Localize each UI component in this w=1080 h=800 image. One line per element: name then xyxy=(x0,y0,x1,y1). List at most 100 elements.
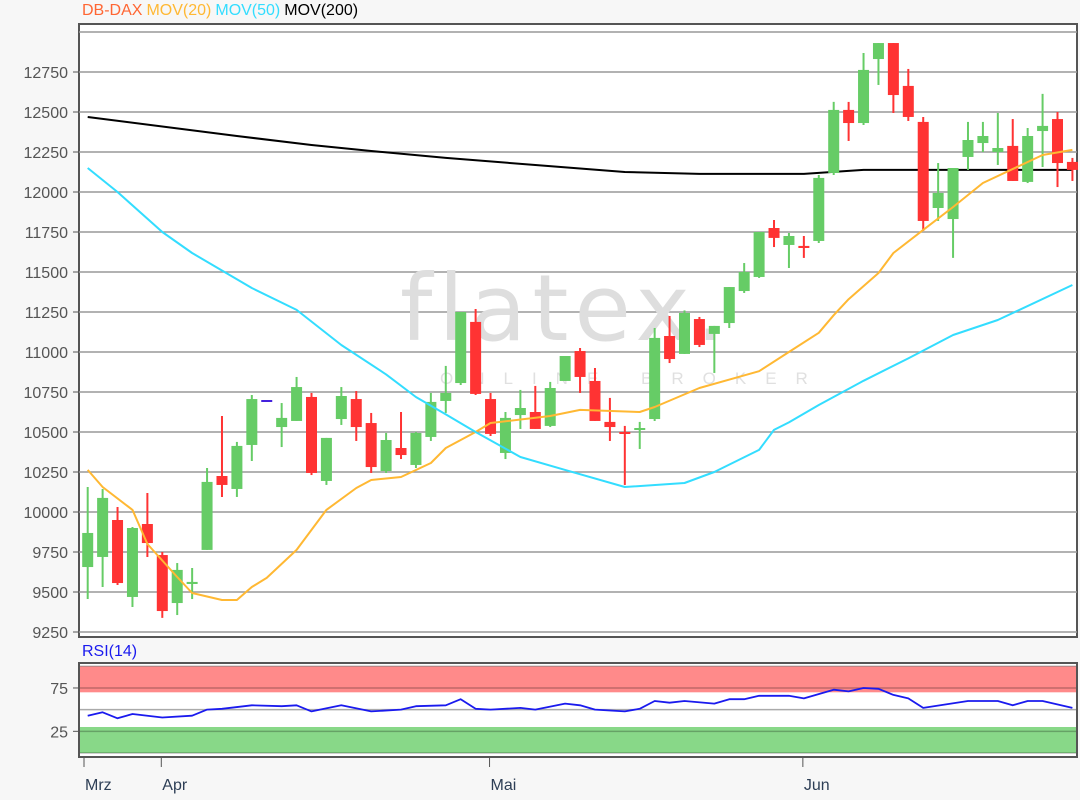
candle xyxy=(932,163,944,221)
legend-ma200: MOV(200) xyxy=(284,2,359,19)
candle xyxy=(306,392,317,476)
candle xyxy=(917,116,929,232)
candle-body xyxy=(425,401,437,437)
candle xyxy=(544,381,556,428)
y-tick-label: 11750 xyxy=(25,225,68,242)
candle xyxy=(574,348,586,393)
candle xyxy=(559,356,571,381)
candle xyxy=(887,43,899,113)
candle xyxy=(320,437,332,485)
candle-body xyxy=(813,177,825,241)
candle-body xyxy=(843,109,855,124)
watermark-tagline: ONLINE BROKER xyxy=(440,369,827,388)
legend-ma20: MOV(20) xyxy=(146,2,212,19)
candle-body xyxy=(858,69,870,124)
candle xyxy=(529,385,541,429)
candle xyxy=(798,236,810,258)
candle-body xyxy=(186,581,198,584)
candle xyxy=(141,492,153,557)
candle xyxy=(112,507,124,585)
ma-line-mov200 xyxy=(87,116,1073,175)
candle-body xyxy=(887,43,899,96)
candle-body xyxy=(634,428,646,430)
candle-body xyxy=(485,399,497,434)
chart-legend: DB-DAX MOV(20) MOV(50) MOV(200) xyxy=(82,2,362,20)
candle-body xyxy=(589,380,601,421)
candle xyxy=(440,365,452,413)
y-tick-label: 12000 xyxy=(24,185,69,202)
candle xyxy=(992,112,1004,165)
candle xyxy=(708,325,720,373)
candle xyxy=(82,487,94,600)
candle xyxy=(768,220,780,248)
y-tick-label: 12250 xyxy=(24,145,69,162)
y-tick-label: 9250 xyxy=(32,625,68,642)
candle xyxy=(783,232,795,268)
candle xyxy=(291,376,303,421)
rsi-y-tick-label: 25 xyxy=(50,724,68,741)
candle xyxy=(425,392,437,441)
rsi-line xyxy=(87,687,1073,720)
candle-body xyxy=(768,228,780,238)
candle xyxy=(858,52,870,125)
candle xyxy=(649,328,661,421)
candle xyxy=(634,421,646,449)
candle xyxy=(335,387,347,425)
candle xyxy=(514,389,526,429)
candle xyxy=(156,552,168,618)
candle-body xyxy=(574,351,586,377)
candle xyxy=(664,316,676,364)
candle-body xyxy=(604,421,616,428)
candle xyxy=(693,316,705,348)
candle-body xyxy=(201,481,213,550)
candle-body xyxy=(395,448,407,456)
candle xyxy=(126,527,138,608)
candle-body xyxy=(1007,145,1019,181)
rsi-y-tick-label: 75 xyxy=(50,681,68,698)
rsi-title: RSI(14) xyxy=(82,643,138,660)
y-tick-label: 10500 xyxy=(24,425,69,442)
x-tick-label: Jun xyxy=(804,777,830,794)
x-tick-label: Mai xyxy=(491,777,517,794)
candle-body xyxy=(455,312,467,384)
candle-body xyxy=(753,232,765,277)
candle xyxy=(97,488,109,588)
candle-body xyxy=(410,432,422,465)
candle xyxy=(470,308,482,396)
candle xyxy=(350,391,362,441)
candle-body xyxy=(171,569,183,604)
candle xyxy=(455,312,467,385)
candle xyxy=(723,287,735,328)
x-tick-label: Mrz xyxy=(85,777,112,794)
legend-instrument: DB-DAX xyxy=(82,2,143,19)
candle-body xyxy=(708,325,720,334)
candle-body xyxy=(828,109,840,173)
candle xyxy=(753,232,765,278)
candle xyxy=(619,425,631,485)
candle xyxy=(410,432,422,468)
candle-body xyxy=(306,396,317,473)
candle-body xyxy=(231,445,243,489)
ma-layer xyxy=(86,148,1073,601)
candle-body xyxy=(649,337,661,420)
candle-body xyxy=(559,356,571,381)
candle xyxy=(589,368,601,421)
candle xyxy=(216,416,228,497)
candle xyxy=(828,101,840,176)
candle-body xyxy=(872,43,884,60)
y-tick-label: 12500 xyxy=(24,105,69,122)
candle-body xyxy=(619,432,631,434)
y-tick-label: 11000 xyxy=(25,345,68,362)
candle xyxy=(872,43,884,85)
candle xyxy=(231,441,243,497)
candle-body xyxy=(783,236,795,245)
candles-layer xyxy=(82,43,1078,618)
candle-body xyxy=(1066,161,1078,170)
candle-body xyxy=(156,555,168,612)
candle xyxy=(604,397,616,441)
candle xyxy=(1052,112,1063,188)
candle-body xyxy=(992,148,1004,152)
candle-body xyxy=(917,121,929,221)
ma-line-mov20 xyxy=(86,148,1073,601)
